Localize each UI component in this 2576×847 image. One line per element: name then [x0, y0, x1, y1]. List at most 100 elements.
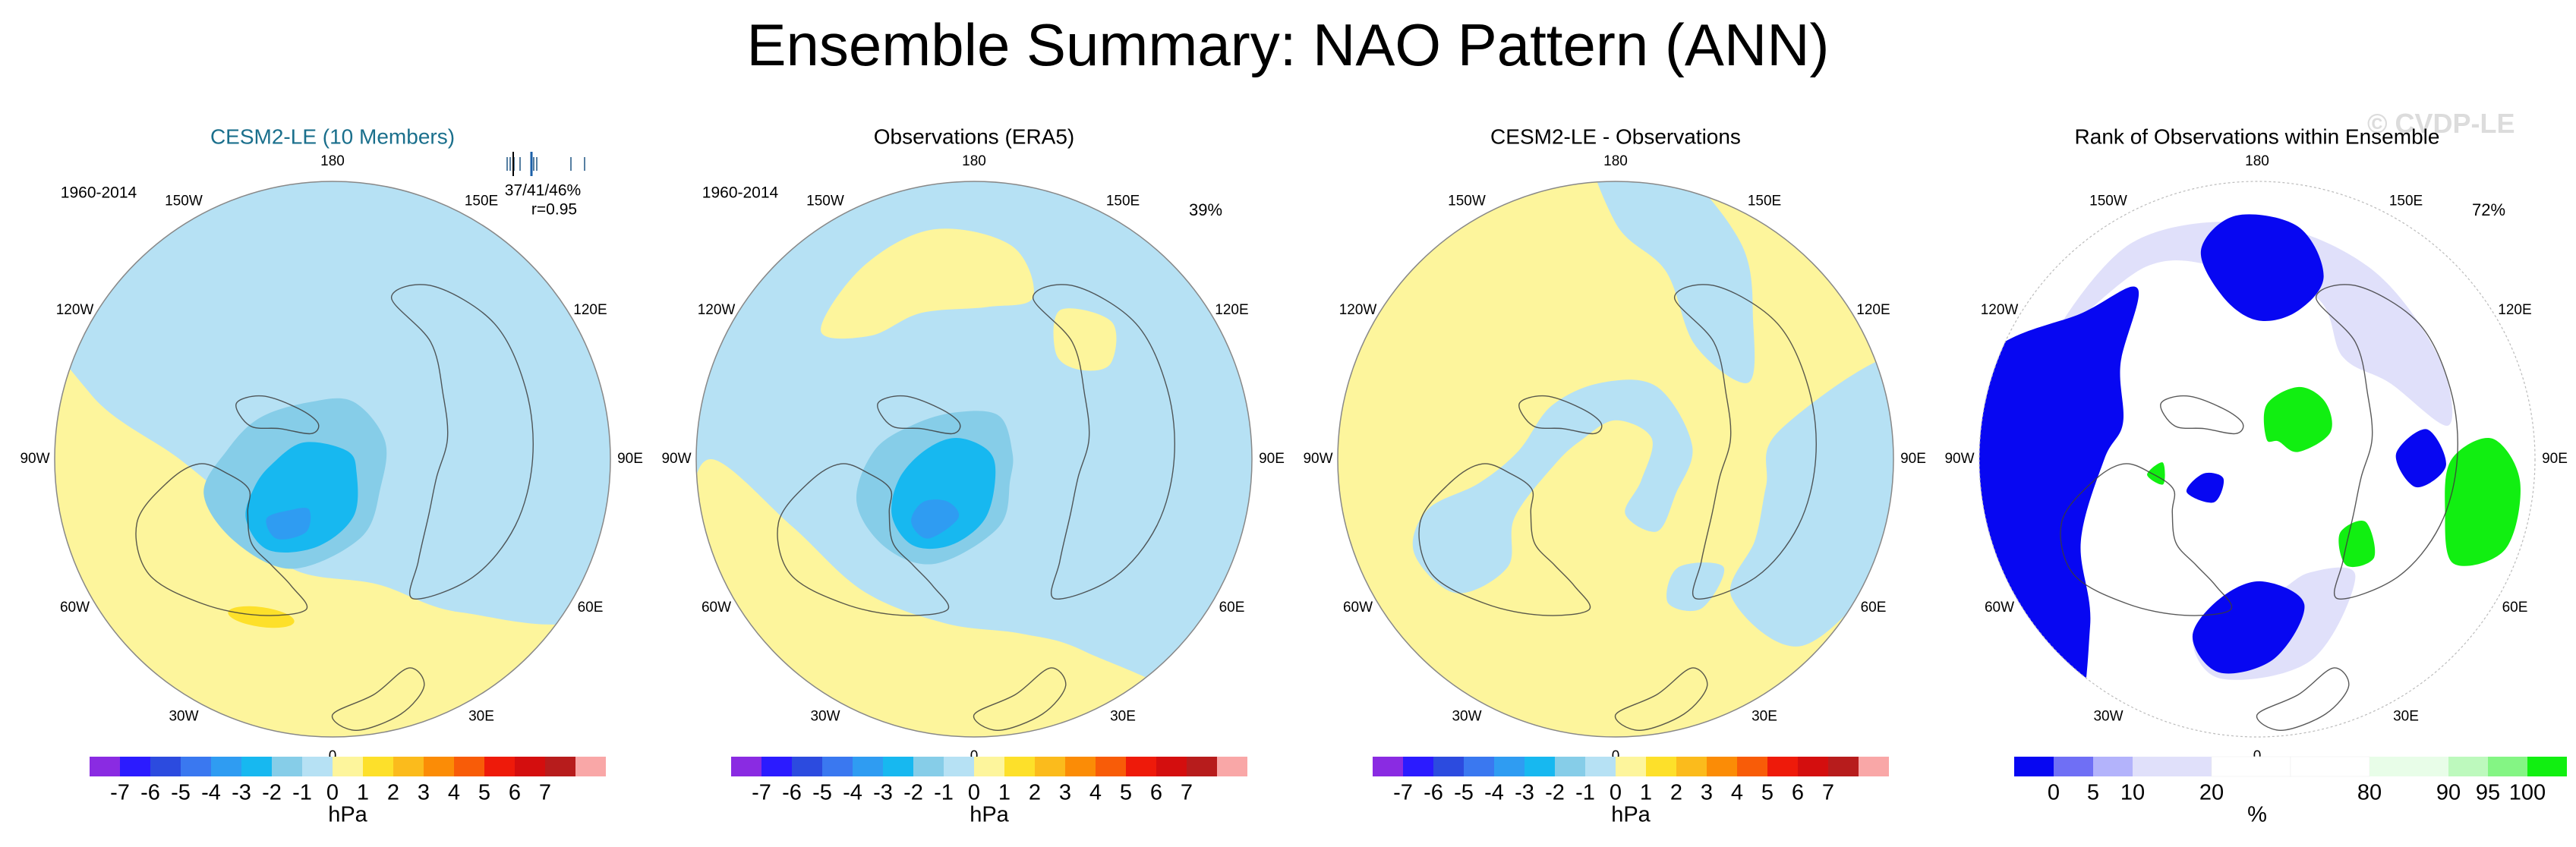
coastline — [1032, 284, 1175, 600]
longitude-label: 60W — [1343, 600, 1373, 616]
colorbar-tick-label: -7 — [1393, 781, 1413, 805]
field-minus3 — [266, 507, 311, 540]
longitude-label: 180 — [1603, 153, 1628, 169]
colorbar-swatch — [302, 757, 333, 776]
colorbar-swatch — [120, 757, 150, 776]
coastline — [2256, 667, 2350, 732]
longitude-label: 30E — [468, 708, 494, 724]
longitude-label: 60E — [1861, 600, 1887, 616]
colorbar-swatch — [1646, 757, 1676, 776]
colorbar-tick-label: -5 — [171, 781, 191, 805]
coastline — [1673, 284, 1817, 600]
longitude-label: 90W — [20, 451, 49, 467]
colorbar-swatch — [333, 757, 363, 776]
longitude-label: 120E — [573, 302, 607, 318]
longitude-label: 60W — [1985, 600, 2014, 616]
colorbar-swatch — [853, 757, 883, 776]
map-border — [54, 181, 611, 738]
colorbar-swatch — [2488, 757, 2527, 776]
coastline — [331, 667, 425, 732]
field-yellow-asia — [1053, 308, 1117, 371]
colorbar-tick-label: -3 — [873, 781, 893, 805]
field-plus1 — [228, 606, 295, 628]
longitude-label: 180 — [320, 153, 345, 169]
longitude-label: 60W — [702, 600, 731, 616]
period-label: 1960-2014 — [702, 184, 779, 202]
colorbar-tick-label: 4 — [448, 781, 460, 805]
colorbar-tick-label: 0 — [2048, 781, 2060, 805]
coastline — [1518, 395, 1603, 435]
colorbar-tick-label: 0 — [326, 781, 339, 805]
colorbar-tick-label: 6 — [509, 781, 521, 805]
longitude-label: 150E — [1748, 194, 1781, 209]
coastline — [1418, 463, 1591, 616]
colorbar-swatch — [1737, 757, 1767, 776]
colorbar-tick-label: -4 — [1484, 781, 1504, 805]
colorbar-swatch — [2211, 756, 2291, 777]
coastline — [777, 463, 950, 616]
colorbar-swatch — [761, 757, 792, 776]
map-border — [1337, 181, 1894, 738]
longitude-label: 90W — [1303, 451, 1332, 467]
panel-observations: 180 150E 120E 90E 60E 30E 0 30W 60W 90W 120W 150W Ob… — [661, 124, 1284, 764]
colorbar-hpa: -7 -6 -5 -4 -3 -2 -1 0 1 2 3 4 5 6 7 hPa — [1373, 757, 1889, 827]
colorbar-swatch — [2448, 757, 2488, 776]
longitude-label: 120W — [1981, 302, 2019, 318]
longitude-label: 150W — [806, 194, 844, 209]
colorbar-swatch — [944, 757, 974, 776]
colorbar-tick-label: -5 — [812, 781, 832, 805]
longitude-label: 120W — [698, 302, 736, 318]
ensemble-stats: 37/41/46% — [505, 182, 581, 200]
colorbar-tick-label: -3 — [1515, 781, 1534, 805]
colorbar-swatch — [393, 757, 424, 776]
colorbar-swatch — [575, 757, 606, 776]
colorbar-tick-label: 1 — [998, 781, 1011, 805]
colorbar-swatch — [913, 757, 944, 776]
map-border — [695, 181, 1253, 738]
colorbar-swatch — [424, 757, 454, 776]
colorbar-swatch — [883, 757, 913, 776]
colorbar-swatch — [1676, 757, 1707, 776]
colorbar-unit: % — [2247, 803, 2267, 827]
colorbar-swatch — [1126, 757, 1156, 776]
colorbar-tick-label: -2 — [903, 781, 923, 805]
colorbar-tick-label: 3 — [1059, 781, 1071, 805]
coastline — [2160, 395, 2244, 435]
map-area — [1338, 181, 1893, 737]
longitude-label: 180 — [2245, 153, 2269, 169]
coastline — [1614, 667, 1708, 732]
colorbar-swatch — [1828, 757, 1859, 776]
colorbar-tick-label: 1 — [357, 781, 369, 805]
colorbar-swatch — [272, 757, 302, 776]
colorbar-swatch — [974, 757, 1004, 776]
longitude-label: 0 — [970, 748, 979, 764]
longitude-label: 90W — [1944, 451, 1974, 467]
rank-deep-blue-north — [2200, 214, 2324, 322]
colorbar-tick-label: -7 — [752, 781, 771, 805]
colorbar-tick-label: -4 — [201, 781, 221, 805]
colorbar-swatch — [1004, 757, 1035, 776]
longitude-label: 60E — [2502, 600, 2528, 616]
colorbar-swatch — [454, 757, 484, 776]
colorbar-swatch — [1798, 757, 1828, 776]
colorbar-tick-label: -6 — [782, 781, 802, 805]
colorbar-tick-label: 7 — [539, 781, 551, 805]
colorbar-swatch — [2369, 757, 2448, 776]
colorbar-unit: hPa — [328, 803, 367, 827]
colorbar-tick-label: -4 — [843, 781, 862, 805]
longitude-label: 90W — [661, 451, 691, 467]
panel-rank: 180 150E 120E 90E 60E 30E 0 30W 60W 90W 120W 150W Ra… — [1944, 124, 2567, 764]
colorbar-tick-label: 5 — [478, 781, 490, 805]
colorbar-tick-label: 100 — [2509, 781, 2546, 805]
panel-title: Rank of Observations within Ensemble — [2075, 124, 2440, 148]
longitude-label: 120E — [1215, 302, 1248, 318]
colorbar-swatch — [1464, 757, 1494, 776]
colorbar-swatch — [1403, 757, 1433, 776]
colorbar-swatch — [90, 757, 120, 776]
colorbar-rank: 0 5 10 20 80 90 95 100% — [2014, 756, 2567, 827]
colorbar-tick-label: -6 — [140, 781, 160, 805]
colorbar-swatch — [1433, 757, 1464, 776]
colorbar-tick-label: 95 — [2476, 781, 2500, 805]
colorbar-tick-label: 3 — [418, 781, 430, 805]
rank-deep-blue-east — [2395, 429, 2446, 488]
